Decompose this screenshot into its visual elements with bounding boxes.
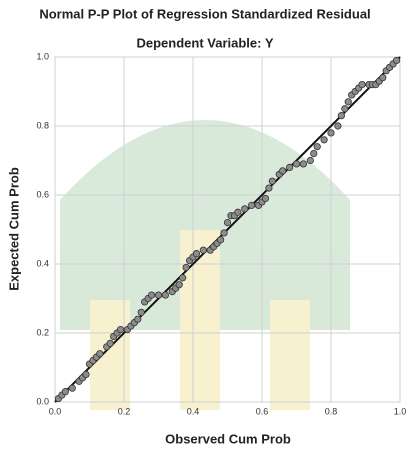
data-point — [62, 388, 68, 394]
data-point — [345, 99, 351, 105]
x-tick-label: 0.8 — [325, 406, 338, 416]
data-point — [266, 185, 272, 191]
data-point — [269, 178, 275, 184]
data-point — [107, 340, 113, 346]
data-point — [300, 161, 306, 167]
y-tick-label: 0.0 — [36, 396, 49, 406]
data-point — [307, 157, 313, 163]
chart-title: Normal P-P Plot of Regression Standardiz… — [39, 6, 370, 21]
x-tick-label: 0.4 — [187, 406, 200, 416]
y-tick-label: 0.6 — [36, 189, 49, 199]
data-point — [162, 292, 168, 298]
data-point — [328, 130, 334, 136]
y-tick-label: 0.2 — [36, 327, 49, 337]
data-point — [248, 202, 254, 208]
data-point — [117, 326, 123, 332]
data-point — [69, 385, 75, 391]
y-tick-label: 0.8 — [36, 120, 49, 130]
data-point — [97, 351, 103, 357]
x-tick-label: 0.0 — [49, 406, 62, 416]
data-point — [293, 161, 299, 167]
data-point — [314, 144, 320, 150]
y-tick-label: 0.4 — [36, 258, 49, 268]
page: {"chart_data": { "type": "scatter", "tit… — [0, 0, 410, 451]
data-point — [311, 150, 317, 156]
data-point — [342, 106, 348, 112]
data-point — [176, 282, 182, 288]
x-tick-label: 1.0 — [394, 406, 407, 416]
x-axis-label: Observed Cum Prob — [165, 431, 291, 446]
chart-subtitle: Dependent Variable: Y — [136, 35, 273, 50]
data-point — [242, 206, 248, 212]
y-tick-label: 1.0 — [36, 51, 49, 61]
data-point — [155, 292, 161, 298]
data-point — [262, 195, 268, 201]
y-axis-label: Expected Cum Prob — [6, 167, 21, 291]
data-point — [393, 57, 399, 63]
data-point — [280, 168, 286, 174]
data-point — [193, 250, 199, 256]
data-point — [148, 292, 154, 298]
data-point — [135, 316, 141, 322]
x-tick-label: 0.6 — [256, 406, 269, 416]
data-point — [235, 209, 241, 215]
data-point — [183, 264, 189, 270]
data-point — [338, 112, 344, 118]
data-point — [286, 164, 292, 170]
data-point — [179, 275, 185, 281]
data-point — [200, 247, 206, 253]
data-point — [221, 230, 227, 236]
data-point — [138, 309, 144, 315]
x-tick-label: 0.2 — [118, 406, 131, 416]
data-point — [217, 237, 223, 243]
data-point — [83, 371, 89, 377]
data-point — [335, 123, 341, 129]
chart: Normal P-P Plot of Regression Standardiz… — [0, 0, 410, 451]
data-point — [321, 137, 327, 143]
data-point — [359, 81, 365, 87]
data-point — [224, 219, 230, 225]
data-point — [380, 75, 386, 81]
